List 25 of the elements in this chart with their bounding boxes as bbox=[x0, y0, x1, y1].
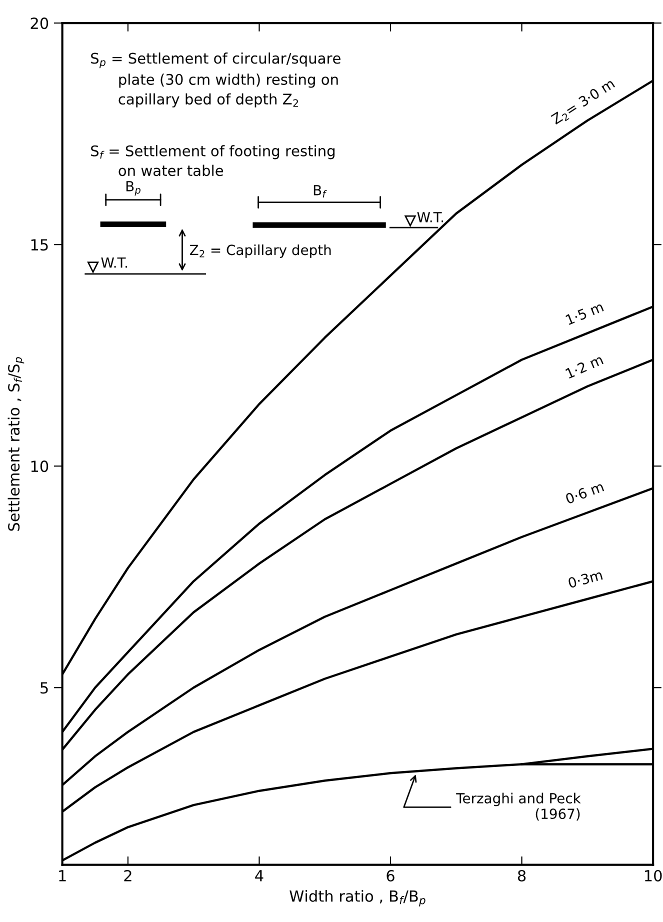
annotation: W.T. bbox=[417, 212, 444, 222]
text: 1·2 m bbox=[565, 354, 604, 379]
text: 0·3m bbox=[568, 569, 603, 588]
y-tick-label: 15 bbox=[31, 239, 48, 251]
text: 0·6 m bbox=[564, 481, 604, 504]
text: Z$_{2}$= 3·0 m bbox=[550, 78, 616, 126]
y-tick-label: 20 bbox=[30, 18, 48, 30]
annotation: B$_{f}$ bbox=[314, 185, 327, 198]
annotation: W.T. bbox=[101, 258, 128, 268]
y-axis-title: Settlement ratio , S$_{f}$/S$_{p}$ bbox=[8, 357, 24, 531]
annotation: Terzaghi and Peck (1967) bbox=[456, 792, 581, 821]
x-tick-label: 4 bbox=[255, 870, 264, 882]
annotation: B$_{p}$ bbox=[126, 181, 140, 196]
x-axis-title: Width ratio , B$_{f}$/B$_{p}$ bbox=[290, 890, 426, 906]
annotation: S$_{f}$ = Settlement of footing resting on water table bbox=[91, 145, 335, 176]
x-tick-label: 6 bbox=[386, 870, 394, 882]
x-tick-label: 10 bbox=[645, 870, 662, 882]
x-tick-label: 1 bbox=[59, 870, 66, 882]
x-tick-label: 8 bbox=[518, 870, 526, 882]
text: 1·5 m bbox=[565, 302, 604, 326]
y-tick-label: 5 bbox=[40, 682, 48, 694]
x-tick-label: 2 bbox=[124, 870, 132, 882]
annotation: Z$_{2}$ = Capillary depth bbox=[190, 244, 331, 258]
annotation: S$_{p}$ = Settlement of circular/square plate (30 cm width) resting on capillary bed of depth Z$_{2}$ bbox=[91, 52, 340, 108]
y-tick-label: 10 bbox=[31, 460, 48, 472]
